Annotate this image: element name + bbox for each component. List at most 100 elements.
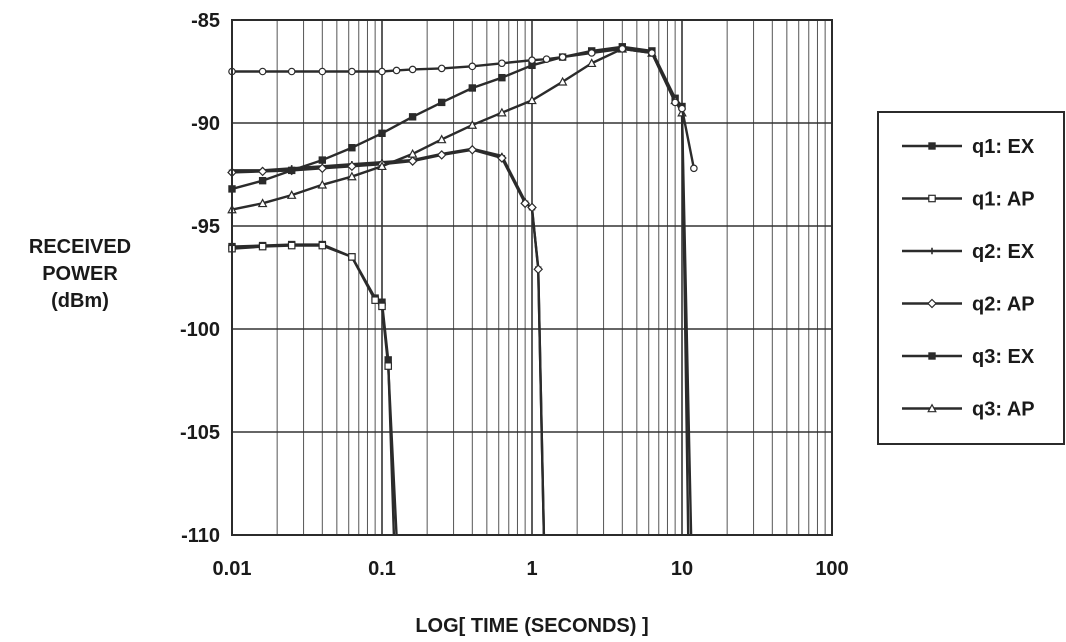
data-point xyxy=(542,55,551,63)
data-point xyxy=(558,53,567,61)
data-point xyxy=(258,67,267,76)
data-point xyxy=(498,73,506,82)
data-point xyxy=(437,98,446,107)
legend-frame xyxy=(877,111,1065,445)
data-point xyxy=(587,49,596,57)
data-point xyxy=(497,153,507,163)
legend-item: q2: AP xyxy=(902,294,1035,316)
series-line xyxy=(232,147,546,536)
data-point xyxy=(317,163,328,174)
data-point xyxy=(436,134,447,144)
series-line xyxy=(231,45,690,536)
legend: q1: EX q1: AP q2: EX q2: AP q3: EX q3: AP xyxy=(877,111,1065,445)
data-point xyxy=(467,120,478,129)
y-axis-label-line-2: POWER xyxy=(42,263,118,285)
data-point xyxy=(408,113,417,121)
legend-marker xyxy=(928,247,936,255)
data-point xyxy=(648,49,656,57)
data-point xyxy=(347,171,357,181)
legend-marker xyxy=(927,403,937,413)
series-line xyxy=(231,244,398,536)
data-point xyxy=(527,95,537,105)
plot-frame xyxy=(231,19,833,536)
data-point xyxy=(497,107,507,117)
legend-item: q1: EX xyxy=(902,136,1035,158)
data-point xyxy=(287,166,296,175)
data-point xyxy=(498,59,506,68)
data-point xyxy=(371,296,379,304)
legend-marker xyxy=(927,298,937,309)
y-axis-label-line-1: RECEIVED xyxy=(29,236,131,258)
series-layer xyxy=(227,43,698,536)
data-point xyxy=(618,45,627,53)
series-line xyxy=(231,148,546,536)
data-point xyxy=(468,84,477,92)
data-point xyxy=(586,58,597,68)
legend-marker xyxy=(928,142,936,150)
data-point xyxy=(287,67,296,76)
data-point xyxy=(437,64,446,73)
data-point xyxy=(671,98,679,107)
data-point xyxy=(286,190,297,199)
y-axis-label-line-3: (dBm) xyxy=(51,290,109,312)
series-1 xyxy=(228,240,396,536)
legend-label: q3: EX xyxy=(972,346,1035,368)
legend-label: q1: EX xyxy=(972,136,1035,158)
y-tick-label: -95 xyxy=(191,216,220,238)
data-point xyxy=(318,67,327,76)
y-tick-label: -110 xyxy=(181,525,220,547)
series-5 xyxy=(228,43,690,536)
data-point xyxy=(378,302,386,311)
data-point xyxy=(287,241,296,250)
data-point xyxy=(318,241,327,250)
data-point xyxy=(392,66,401,75)
legend-label: q3: AP xyxy=(972,399,1035,421)
x-tick-label: 100 xyxy=(815,558,848,580)
data-point xyxy=(258,242,267,251)
series-2 xyxy=(228,241,398,536)
legend-item: q1: AP xyxy=(902,189,1035,211)
series-6 xyxy=(227,43,693,536)
data-point xyxy=(257,198,268,208)
legend-label: q2: EX xyxy=(972,241,1035,263)
series-7 xyxy=(228,45,698,173)
x-tick-label: 1 xyxy=(526,558,537,580)
data-point xyxy=(468,62,477,71)
data-point xyxy=(378,129,386,138)
data-point xyxy=(520,198,530,209)
data-point xyxy=(318,156,327,164)
x-tick-labels: 0.01 0.1 1 10 100 xyxy=(213,558,849,580)
data-point xyxy=(347,161,357,172)
y-tick-label: -105 xyxy=(180,422,220,444)
y-tick-label: -90 xyxy=(191,113,220,135)
legend-item: q2: EX xyxy=(902,241,1035,263)
legend-label: q1: AP xyxy=(972,189,1035,211)
x-axis-label: LOG[ TIME (SECONDS) ] xyxy=(415,615,648,637)
data-point xyxy=(678,104,686,113)
data-point xyxy=(348,144,356,152)
data-point xyxy=(557,76,568,86)
data-point xyxy=(690,164,698,173)
y-tick-labels: -85 -90 -95 -100 -105 -110 xyxy=(180,10,220,547)
series-line xyxy=(232,47,696,169)
data-point xyxy=(377,161,387,171)
legend-item: q3: AP xyxy=(902,399,1035,421)
data-point xyxy=(467,144,478,155)
data-point xyxy=(528,56,536,64)
y-tick-label: -85 xyxy=(191,10,220,32)
data-point xyxy=(408,65,417,74)
data-point xyxy=(436,150,447,160)
data-point xyxy=(317,179,328,189)
data-point xyxy=(407,156,418,166)
data-point xyxy=(348,253,356,261)
data-point xyxy=(527,202,537,213)
x-tick-label: 0.1 xyxy=(368,558,396,580)
legend-label: q2: AP xyxy=(972,294,1035,316)
data-point xyxy=(378,67,386,76)
legend-marker xyxy=(928,194,936,203)
data-point xyxy=(258,176,267,185)
x-tick-label: 10 xyxy=(671,558,693,580)
data-point xyxy=(257,166,268,177)
y-tick-label: -100 xyxy=(180,319,220,341)
